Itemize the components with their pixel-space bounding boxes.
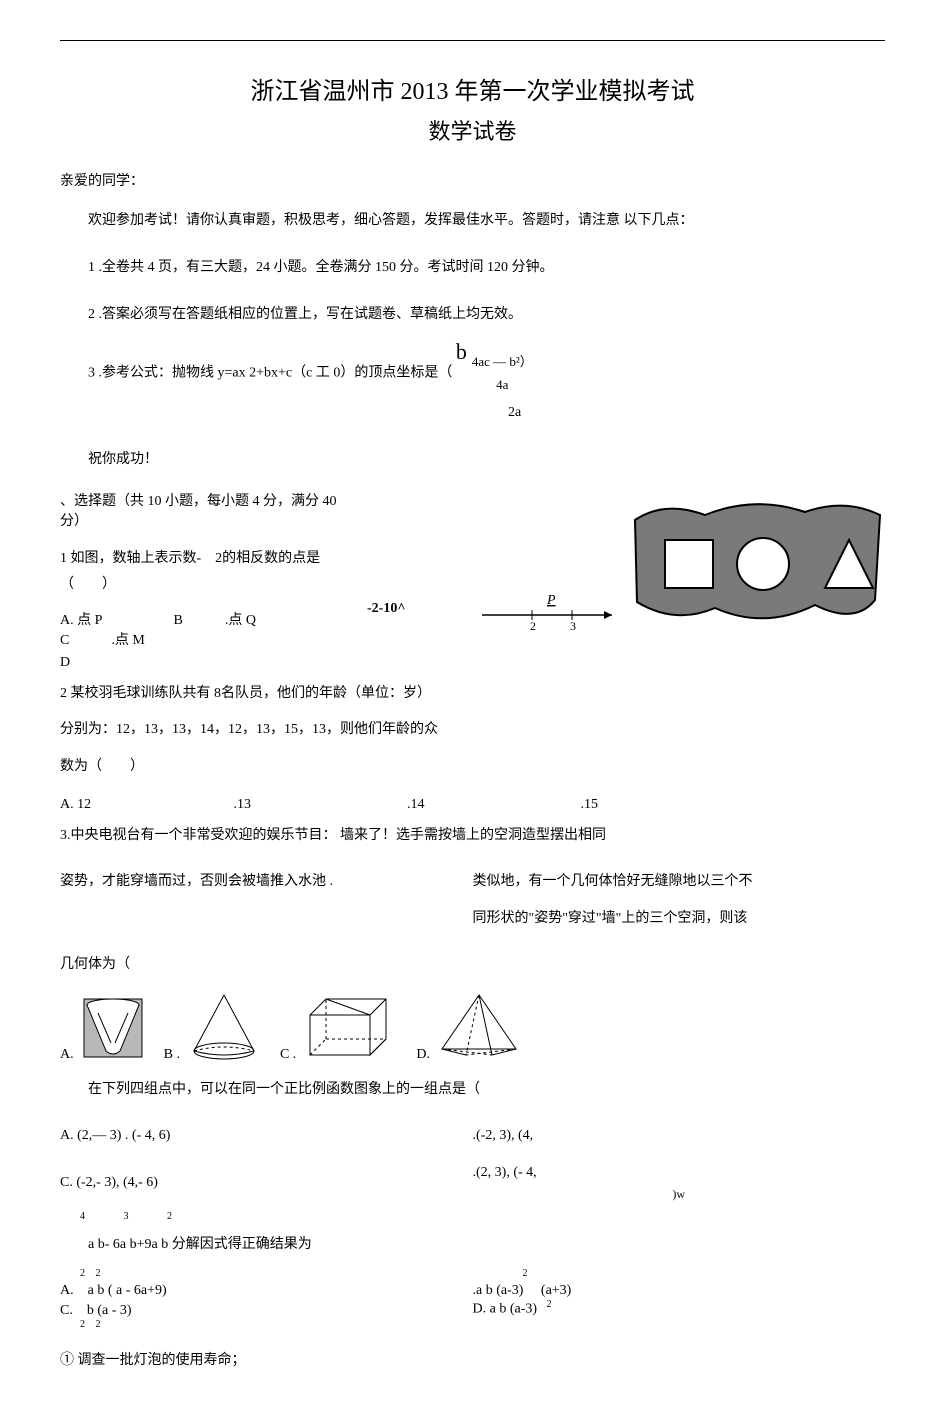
numberline-and-wall-figure: 2 3 P -2-10^ [362,490,886,635]
wall-svg [625,490,885,630]
q4-opt-d-tail: )w [473,1187,886,1202]
rule-3-prefix: 3 .参考公式：抛物线 y=ax 2+bx+c（c 工 0）的顶点坐标是（ [88,365,452,380]
q5-opt-c: C. b (a - 3) [60,1299,473,1319]
q4-opt-d: .(2, 3), (- 4, [473,1165,537,1180]
q2-opt-c: .14 [407,797,577,813]
solid-b-cone [184,989,264,1063]
q3-line2-left: 姿势，才能穿墙而过，否则会被墙推入水池 . [60,869,473,932]
q3-shapes-row: A. B . C . D. [60,989,885,1063]
q2-opt-b: .13 [234,797,404,813]
q4-opt-b: .(-2, 3), (4, [473,1123,886,1150]
q3-label-c: C . [280,1047,296,1063]
numline-left-label: -2-10^ [367,601,405,616]
q5-b-sup: 2 [523,1268,886,1279]
q2-stem-1: 2 某校羽毛球训练队共有 8名队员，他们的年龄（单位：岁） [60,681,885,708]
rule-3: 3 .参考公式：抛物线 y=ax 2+bx+c（c 工 0）的顶点坐标是（ b … [88,350,885,426]
numberline-svg: 2 3 P -2-10^ [362,590,622,630]
top-rule [60,40,885,41]
q5-opt-a: A. a b ( a - 6a+9) [60,1279,473,1299]
q5-c-sup: 2 2 [80,1319,473,1330]
wish: 祝你成功！ [88,448,885,468]
greeting: 亲爱的同学： [60,170,885,190]
hole-square [665,540,713,588]
q5-d-sup: 2 [547,1299,552,1310]
q5-a-sup: 2 2 [80,1268,473,1279]
q3-label-a: A. [60,1047,74,1063]
solid-a-frustum [78,993,148,1063]
q1-opt-c: C .点 M [60,629,200,649]
q1-opt-a: A. 点 P [60,609,170,629]
rule-1: 1 .全卷共 4 页，有三大题，24 小题。全卷满分 150 分。考试时间 12… [88,255,885,280]
q1-opt-d: D [60,655,885,671]
rule-2: 2 .答案必须写在答题纸相应的位置上，写在试题卷、草稿纸上均无效。 [88,302,885,327]
q1-opt-b: B .点 Q [174,609,314,629]
q5-opt-d: D. a b (a-3) [473,1302,538,1317]
q3-tail: 几何体为（ [60,952,885,979]
q3-label-b: B . [164,1047,180,1063]
vertex-2a: 2a [508,400,885,425]
q3-line2-right-b: 同形状的"姿势"穿过"墙"上的三个空洞，则该 [473,906,886,933]
sub-title: 数学试卷 [60,114,885,146]
solid-d-pyramid [434,989,524,1063]
q2-opt-d: .15 [581,797,599,813]
intro-paragraph: 欢迎参加考试！请你认真审题，积极思考，细心答题，发挥最佳水平。答题时，请注意 以… [60,208,885,233]
q4-opt-c: C. (-2,- 3), (4,- 6) [60,1170,473,1197]
q5-sup-row: 4 3 2 [80,1207,885,1222]
q5-stem: a b- 6a b+9a b 分解因式得正确结果为 [60,1232,885,1259]
frac-bot: 4a [472,373,533,396]
q3-line2-right-a: 类似地，有一个几何体恰好无缝隙地以三个不 [473,869,886,896]
q2-stem-2: 分别为：12，13，13，14，12，13，15，13，则他们年龄的众 [60,717,885,744]
q2-options: A. 12 .13 .14 .15 [60,797,885,813]
frac-top: 4ac — b²） [472,350,533,373]
tick-3: 3 [570,619,576,630]
tick-2: 2 [530,619,536,630]
q6-line: ① 调查一批灯泡的使用寿命； [60,1348,885,1375]
q4-stem: 在下列四组点中，可以在同一个正比例函数图象上的一组点是（ [60,1077,885,1104]
main-title: 浙江省温州市 2013 年第一次学业模拟考试 [60,71,885,106]
q2-stem-3: 数为（ ） [60,754,885,781]
q3-label-d: D. [416,1047,430,1063]
point-p-label: P [546,593,556,608]
vertex-b: b [456,332,467,372]
q5-opt-b: .a b (a-3) (a+3) [473,1279,886,1299]
q3-line1: 3.中央电视台有一个非常受欢迎的娱乐节目： 墙来了！选手需按墙上的空洞造型摆出相… [60,823,885,850]
q4-opt-a: A. (2,— 3) . (- 4, 6) [60,1123,473,1150]
q2-opt-a: A. 12 [60,797,230,813]
hole-circle [737,538,789,590]
solid-c-cuboid [300,989,400,1063]
